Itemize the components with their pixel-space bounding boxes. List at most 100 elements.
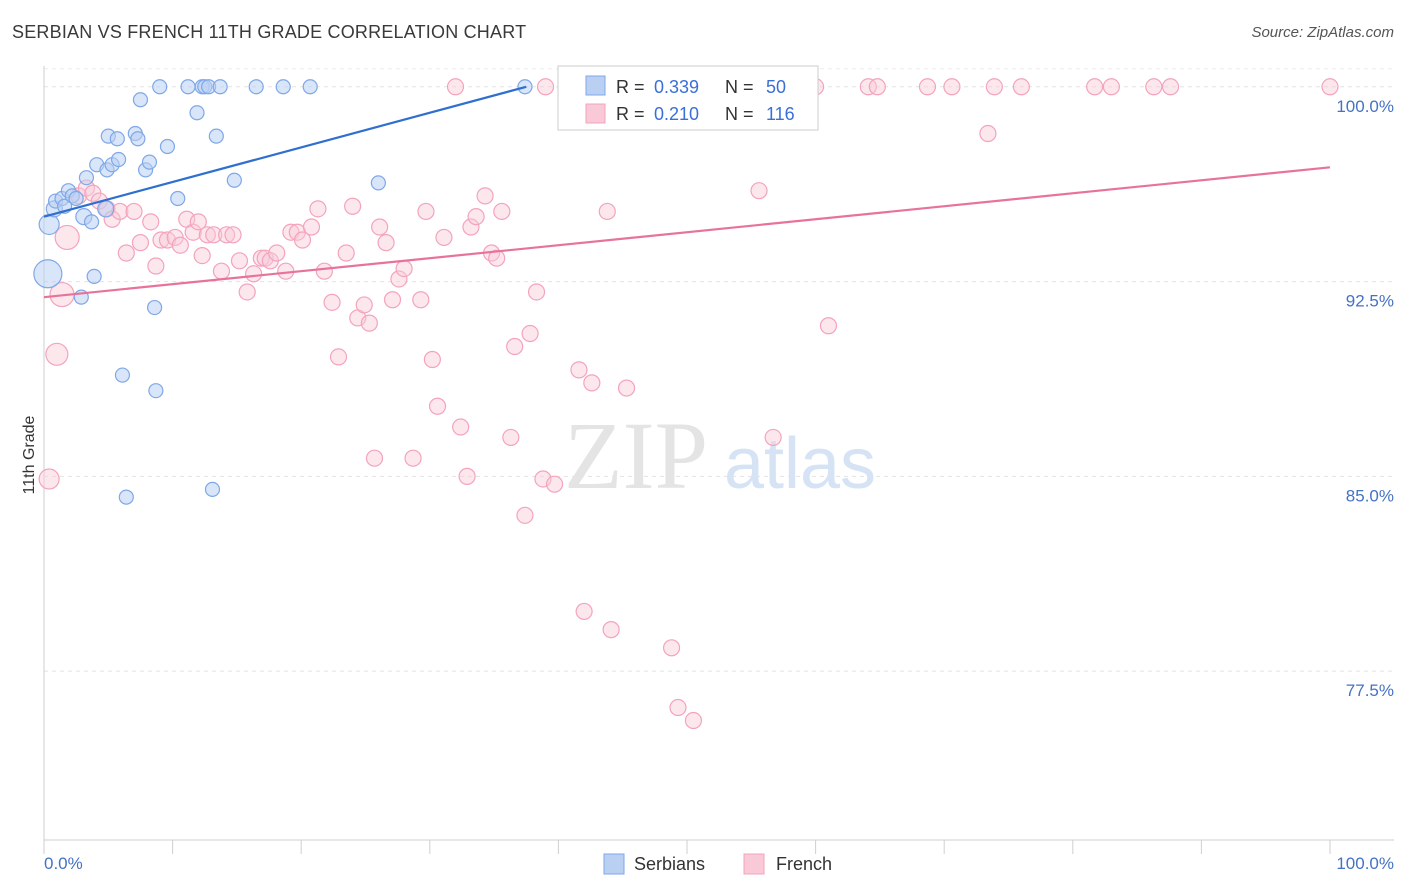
french-point	[238, 283, 256, 301]
y-tick-label: 92.5%	[1346, 292, 1394, 311]
french-point	[383, 291, 402, 309]
french-point	[329, 348, 348, 366]
french-point	[598, 202, 616, 221]
french-point	[45, 342, 69, 366]
french-point	[446, 78, 465, 96]
serbians-point	[159, 138, 176, 155]
x-tick-max: 100.0%	[1336, 854, 1394, 873]
french-point	[54, 224, 80, 251]
french-point	[171, 236, 189, 254]
french-point	[506, 337, 524, 356]
serbians-point	[226, 172, 242, 188]
stats-r-label-french: R =	[616, 104, 645, 124]
serbians-point	[152, 79, 168, 95]
french-point	[302, 218, 321, 236]
chart-title: SERBIAN VS FRENCH 11TH GRADE CORRELATION…	[12, 22, 527, 42]
french-point	[979, 124, 997, 143]
french-point	[268, 244, 286, 262]
legend: Serbians French	[603, 853, 832, 875]
stats-r-french: 0.210	[654, 104, 699, 124]
french-point	[859, 78, 877, 96]
french-point	[142, 213, 160, 231]
french-point	[467, 208, 485, 226]
french-point	[502, 428, 520, 447]
french-point	[323, 293, 341, 311]
legend-swatch-french	[743, 853, 765, 875]
serbians-point	[132, 92, 149, 108]
y-tick-labels: 100.0% 92.5% 85.0% 77.5%	[1336, 97, 1394, 700]
stats-swatch-french	[585, 103, 606, 124]
french-point	[868, 78, 886, 96]
french-point	[617, 379, 636, 397]
french-point	[193, 247, 211, 265]
serbians-point	[275, 79, 291, 95]
watermark-zip: ZIP	[564, 402, 708, 509]
serbians-point	[78, 170, 95, 186]
y-axis-label: 11th Grade	[21, 415, 38, 494]
serbians-point	[212, 79, 228, 95]
french-point	[750, 182, 768, 200]
serbians-point	[68, 190, 84, 207]
serbians-point	[33, 259, 63, 289]
french-point	[435, 228, 453, 247]
y-tick-label: 100.0%	[1336, 97, 1394, 116]
french-point	[488, 249, 506, 267]
french-point	[365, 449, 384, 467]
french-point	[985, 78, 1003, 96]
serbians-point	[114, 367, 131, 383]
french-point	[293, 231, 312, 249]
french-point	[458, 467, 476, 485]
french-point	[38, 468, 60, 490]
serbians-point	[208, 128, 224, 144]
watermark-atlas: atlas	[724, 424, 876, 504]
trend-lines	[43, 85, 1331, 299]
y-tick-label: 85.0%	[1346, 486, 1394, 505]
french-point	[452, 418, 470, 436]
french-point	[1145, 78, 1163, 96]
french-point	[131, 234, 150, 252]
french-point	[147, 257, 165, 275]
french-point	[390, 270, 408, 288]
french-point	[1012, 78, 1030, 96]
french-point	[198, 226, 216, 244]
french-point	[212, 262, 231, 280]
grid-lines	[44, 68, 1394, 672]
french-point	[152, 231, 170, 249]
french-point	[245, 265, 263, 283]
source-label: Source: ZipAtlas.com	[1251, 24, 1394, 41]
french-point	[1086, 78, 1104, 96]
french-point	[412, 291, 430, 309]
serbians-point	[97, 200, 115, 218]
french-point	[462, 218, 480, 236]
serbians-point	[170, 190, 186, 207]
serbians-point	[148, 383, 164, 399]
watermark: ZIP atlas	[564, 402, 876, 509]
french-point	[404, 449, 422, 467]
french-point	[428, 397, 447, 415]
french-point	[423, 350, 441, 369]
legend-swatch-serbians	[603, 853, 625, 875]
serbians-point	[109, 131, 125, 147]
french-point	[230, 252, 249, 270]
french-point	[943, 78, 961, 96]
serbians-point	[110, 151, 127, 168]
french-point	[417, 202, 435, 221]
french-point	[669, 698, 687, 717]
french-point	[337, 244, 355, 262]
french-point	[516, 506, 534, 524]
serbians-point	[302, 79, 318, 95]
french-point	[355, 296, 373, 314]
french-point	[545, 475, 564, 493]
serbians-point	[180, 79, 196, 95]
french-point	[819, 317, 838, 335]
french-point	[476, 187, 494, 205]
stats-swatch-serbians	[585, 75, 606, 96]
french-point	[395, 259, 413, 278]
french-point	[224, 226, 242, 244]
french-point	[570, 361, 588, 379]
french-point	[536, 78, 555, 96]
french-point	[377, 234, 395, 252]
french-point	[493, 202, 511, 221]
serbians-point	[189, 105, 205, 121]
